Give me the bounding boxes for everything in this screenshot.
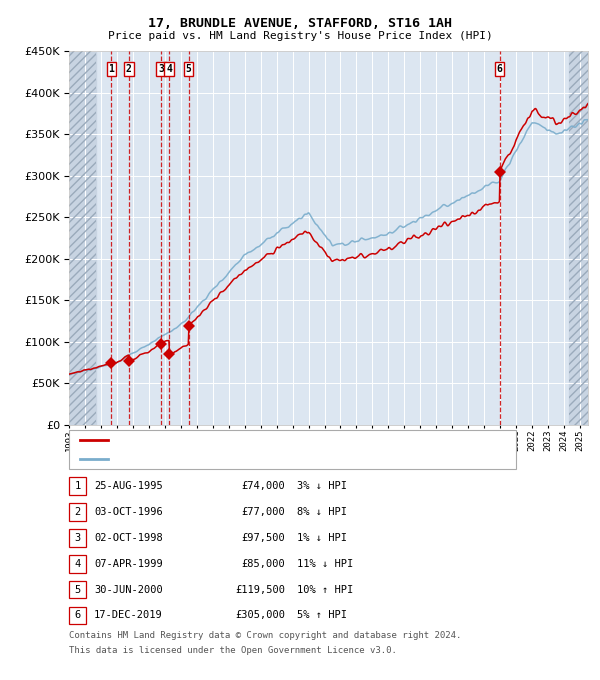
Text: 07-APR-1999: 07-APR-1999	[94, 559, 163, 568]
Text: £74,000: £74,000	[241, 481, 285, 491]
Text: 4: 4	[166, 64, 172, 74]
Text: 03-OCT-1996: 03-OCT-1996	[94, 507, 163, 517]
Bar	[569, 51, 588, 425]
Text: 4: 4	[74, 559, 80, 568]
Text: 6: 6	[74, 611, 80, 620]
Text: HPI: Average price, detached house, Stafford: HPI: Average price, detached house, Staf…	[112, 454, 371, 464]
Text: 17, BRUNDLE AVENUE, STAFFORD, ST16 1AH (detached house): 17, BRUNDLE AVENUE, STAFFORD, ST16 1AH (…	[112, 435, 436, 445]
Text: 5% ↑ HPI: 5% ↑ HPI	[297, 611, 347, 620]
Text: £97,500: £97,500	[241, 533, 285, 543]
Text: 1: 1	[74, 481, 80, 491]
Text: Price paid vs. HM Land Registry's House Price Index (HPI): Price paid vs. HM Land Registry's House …	[107, 31, 493, 41]
Text: 8% ↓ HPI: 8% ↓ HPI	[297, 507, 347, 517]
Text: £305,000: £305,000	[235, 611, 285, 620]
Text: 2: 2	[74, 507, 80, 517]
Text: 5: 5	[186, 64, 192, 74]
Text: 25-AUG-1995: 25-AUG-1995	[94, 481, 163, 491]
Text: 11% ↓ HPI: 11% ↓ HPI	[297, 559, 353, 568]
Text: 3: 3	[158, 64, 164, 74]
Text: 6: 6	[497, 64, 502, 74]
Text: £119,500: £119,500	[235, 585, 285, 594]
Text: 30-JUN-2000: 30-JUN-2000	[94, 585, 163, 594]
Bar	[569, 51, 588, 425]
Text: Contains HM Land Registry data © Crown copyright and database right 2024.: Contains HM Land Registry data © Crown c…	[69, 631, 461, 640]
Text: 02-OCT-1998: 02-OCT-1998	[94, 533, 163, 543]
Text: 17-DEC-2019: 17-DEC-2019	[94, 611, 163, 620]
Text: 3: 3	[74, 533, 80, 543]
Text: 2: 2	[126, 64, 132, 74]
Text: £85,000: £85,000	[241, 559, 285, 568]
Text: 1% ↓ HPI: 1% ↓ HPI	[297, 533, 347, 543]
Text: 3% ↓ HPI: 3% ↓ HPI	[297, 481, 347, 491]
Bar	[69, 51, 96, 425]
Text: 17, BRUNDLE AVENUE, STAFFORD, ST16 1AH: 17, BRUNDLE AVENUE, STAFFORD, ST16 1AH	[148, 17, 452, 30]
Text: 10% ↑ HPI: 10% ↑ HPI	[297, 585, 353, 594]
Text: 5: 5	[74, 585, 80, 594]
Text: 1: 1	[109, 64, 114, 74]
Text: £77,000: £77,000	[241, 507, 285, 517]
Text: This data is licensed under the Open Government Licence v3.0.: This data is licensed under the Open Gov…	[69, 646, 397, 655]
Bar	[69, 51, 96, 425]
